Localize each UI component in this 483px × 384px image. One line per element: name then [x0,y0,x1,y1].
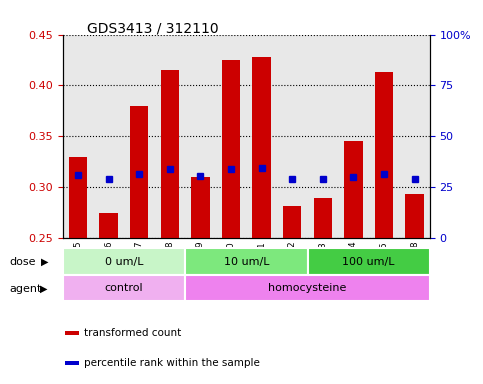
Text: agent: agent [10,284,42,294]
Text: percentile rank within the sample: percentile rank within the sample [85,358,260,368]
Text: 100 um/L: 100 um/L [342,257,395,266]
Bar [405,194,424,238]
Bar [308,248,430,275]
Bar [344,141,363,238]
Bar [185,275,430,301]
Bar [222,60,240,238]
Text: transformed count: transformed count [85,328,182,338]
Bar [253,57,271,238]
Text: control: control [105,283,143,293]
Bar [63,275,185,301]
Bar [161,70,179,238]
Bar [99,213,118,238]
Text: GDS3413 / 312110: GDS3413 / 312110 [87,22,219,36]
Bar [375,72,393,238]
Text: ▶: ▶ [40,284,47,294]
Text: dose: dose [10,257,36,267]
Bar [185,248,308,275]
Text: 10 um/L: 10 um/L [224,257,269,266]
Bar [130,106,148,238]
Bar [63,248,185,275]
Bar [191,177,210,238]
Text: homocysteine: homocysteine [269,283,347,293]
Bar [313,199,332,238]
Text: ▶: ▶ [41,257,49,267]
Bar [69,157,87,238]
Text: 0 um/L: 0 um/L [105,257,143,266]
Bar [66,361,79,365]
Bar [283,205,301,238]
Bar [66,331,79,335]
